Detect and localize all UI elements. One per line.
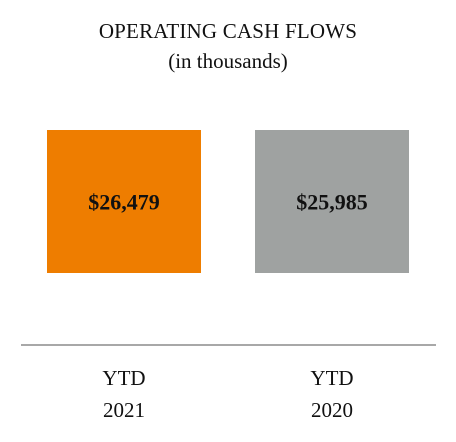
x-tick-label-1-line-1: 2020 — [311, 398, 353, 422]
bar-1 — [255, 130, 409, 273]
x-tick-label-0-line-1: 2021 — [103, 398, 145, 422]
x-tick-label-0-line-0: YTD — [102, 366, 145, 390]
bar-value-label-1: $25,985 — [296, 190, 368, 215]
chart-subtitle: (in thousands) — [168, 49, 288, 73]
x-tick-label-1-line-0: YTD — [310, 366, 353, 390]
chart-title: OPERATING CASH FLOWS — [98, 19, 358, 43]
bar-0 — [47, 130, 201, 273]
bar-value-label-0: $26,479 — [88, 190, 160, 215]
